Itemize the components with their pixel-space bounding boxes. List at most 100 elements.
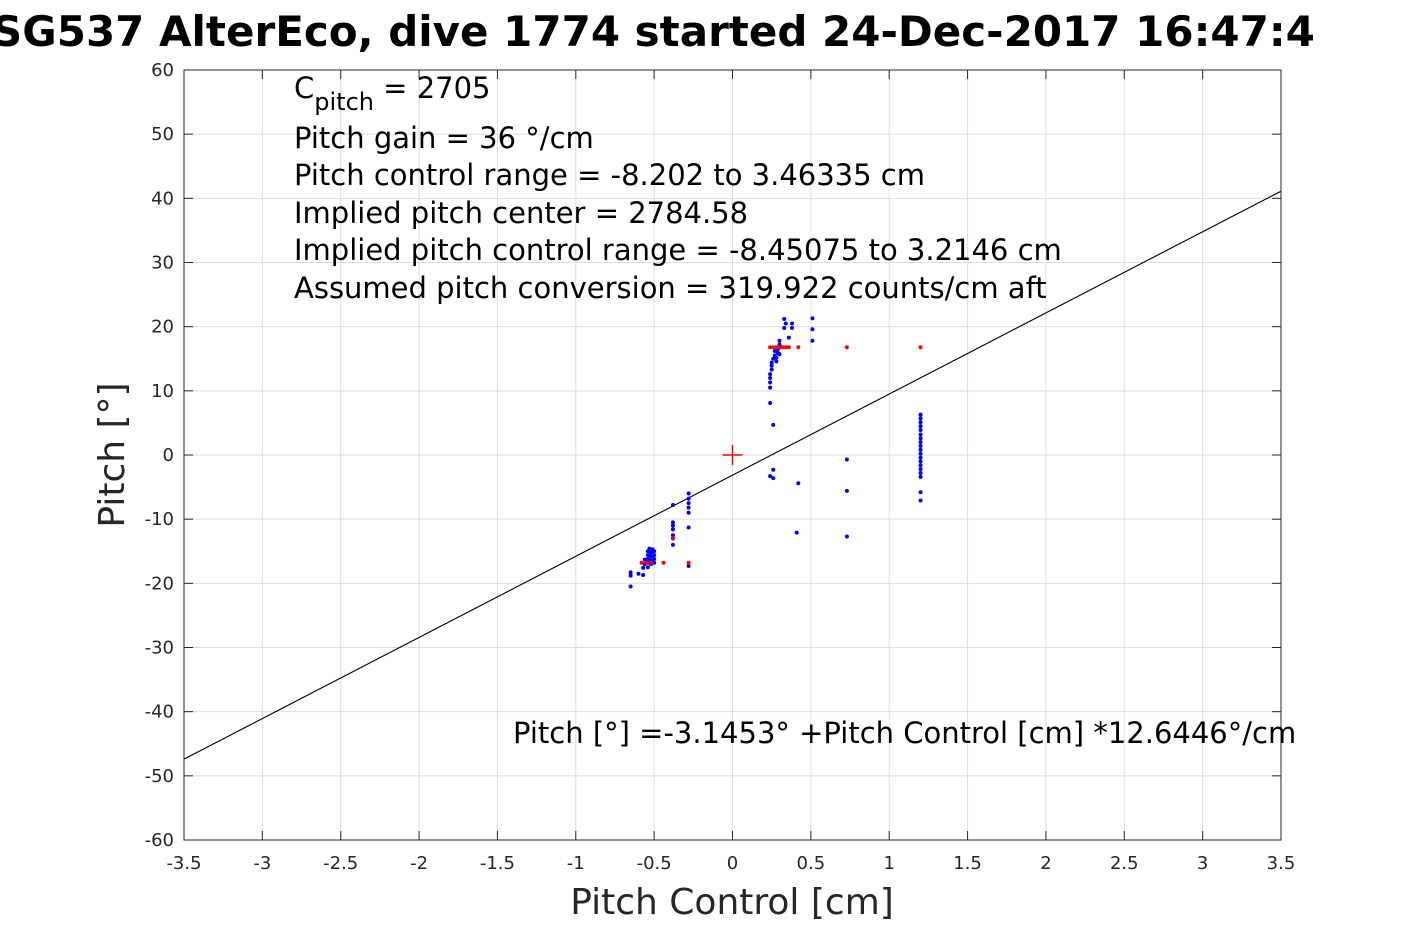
data-point — [771, 345, 776, 350]
data-point — [670, 533, 675, 538]
data-point — [670, 527, 675, 532]
data-point — [774, 359, 779, 364]
data-point — [686, 560, 691, 565]
data-point — [918, 416, 923, 421]
data-point — [918, 345, 923, 350]
data-point — [639, 560, 644, 565]
y-tick-label: -10 — [145, 509, 174, 530]
data-point — [768, 372, 773, 377]
data-point — [774, 355, 779, 360]
x-tick-label: 2 — [1040, 853, 1051, 874]
y-tick-label: -20 — [145, 573, 174, 594]
c-pitch-base: C — [294, 71, 314, 105]
data-point — [918, 436, 923, 441]
data-point — [769, 360, 774, 365]
data-point — [649, 560, 654, 565]
data-point — [918, 467, 923, 472]
data-point — [777, 352, 782, 357]
data-point — [644, 560, 649, 565]
data-point — [918, 474, 923, 479]
data-point — [810, 316, 815, 321]
data-point — [642, 557, 647, 562]
center-marker-group — [722, 445, 743, 465]
fit-line — [184, 190, 1281, 760]
data-point — [918, 459, 923, 464]
x-tick-label: -3 — [253, 853, 271, 874]
y-tick-label: 10 — [151, 381, 174, 402]
data-point — [790, 325, 795, 330]
fit-equation-annotation: Pitch [°] =-3.1453° +Pitch Control [cm] … — [513, 716, 1296, 750]
data-point — [769, 367, 774, 372]
data-point — [670, 523, 675, 528]
data-point — [794, 530, 799, 535]
data-point — [652, 560, 657, 565]
data-point — [771, 356, 776, 361]
pitch-control-range-annotation: Pitch control range = -8.202 to 3.46335 … — [294, 158, 925, 192]
x-tick-label: 3.5 — [1267, 853, 1296, 874]
implied-pitch-center-annotation: Implied pitch center = 2784.58 — [294, 196, 748, 230]
data-point — [783, 321, 788, 326]
c-pitch-annotation: Cpitch = 2705 — [294, 71, 491, 116]
pitch-gain-annotation: Pitch gain = 36 °/cm — [294, 121, 594, 155]
data-point — [686, 564, 691, 569]
y-tick-label: 60 — [151, 60, 174, 81]
data-point — [771, 476, 776, 481]
data-point — [810, 338, 815, 343]
y-tick-label: -60 — [145, 830, 174, 851]
x-axis-label: Pitch Control [cm] — [570, 882, 894, 923]
data-point — [769, 363, 774, 368]
data-point — [670, 542, 675, 547]
pitch-conversion-annotation: Assumed pitch conversion = 319.922 count… — [294, 271, 1047, 305]
chart-title: SG537 AlterEco, dive 1774 started 24-Dec… — [0, 7, 1315, 56]
data-point — [844, 457, 849, 462]
data-point — [918, 440, 923, 445]
data-point — [796, 481, 801, 486]
data-point — [686, 525, 691, 530]
data-point — [796, 345, 801, 350]
data-point — [670, 536, 675, 541]
data-point — [918, 451, 923, 456]
x-axis-ticks: -3.5 -3 -2.5 -2 -1.5 -1 -0.5 0 0.5 1 1.5 2 2.5 3 3.5 — [166, 70, 1295, 874]
y-tick-label: 40 — [151, 188, 174, 209]
data-point — [786, 345, 791, 350]
data-point — [918, 424, 923, 429]
data-point — [771, 467, 776, 472]
data-point — [782, 316, 787, 321]
data-point — [649, 554, 654, 559]
data-point — [628, 573, 633, 578]
data-point — [768, 474, 773, 479]
data-point — [686, 496, 691, 501]
x-tick-label: 3 — [1197, 853, 1208, 874]
data-point — [844, 534, 849, 539]
data-point — [768, 380, 773, 385]
y-tick-label: -50 — [145, 766, 174, 787]
data-point — [918, 432, 923, 437]
data-point — [686, 501, 691, 506]
x-tick-label: -1 — [567, 853, 585, 874]
c-pitch-value: = 2705 — [374, 71, 491, 105]
y-tick-label: 20 — [151, 317, 174, 338]
x-tick-label: 1.5 — [953, 853, 982, 874]
y-tick-label: -30 — [145, 638, 174, 659]
data-point — [782, 325, 787, 330]
data-point — [768, 345, 773, 350]
data-point — [918, 490, 923, 495]
data-point — [652, 549, 657, 554]
fit-line-group — [184, 190, 1281, 760]
data-point — [628, 584, 633, 589]
data-point — [768, 385, 773, 390]
data-point — [771, 422, 776, 427]
y-tick-label: 30 — [151, 253, 174, 274]
data-point — [649, 550, 654, 555]
data-point — [647, 546, 652, 551]
data-point — [768, 376, 773, 380]
data-point — [786, 335, 791, 340]
data-point — [918, 470, 923, 475]
x-tick-label: 0.5 — [797, 853, 826, 874]
x-tick-label: -0.5 — [637, 853, 672, 874]
x-tick-label: 2.5 — [1110, 853, 1139, 874]
data-point — [645, 556, 650, 561]
data-point — [918, 420, 923, 425]
data-point — [768, 401, 773, 406]
